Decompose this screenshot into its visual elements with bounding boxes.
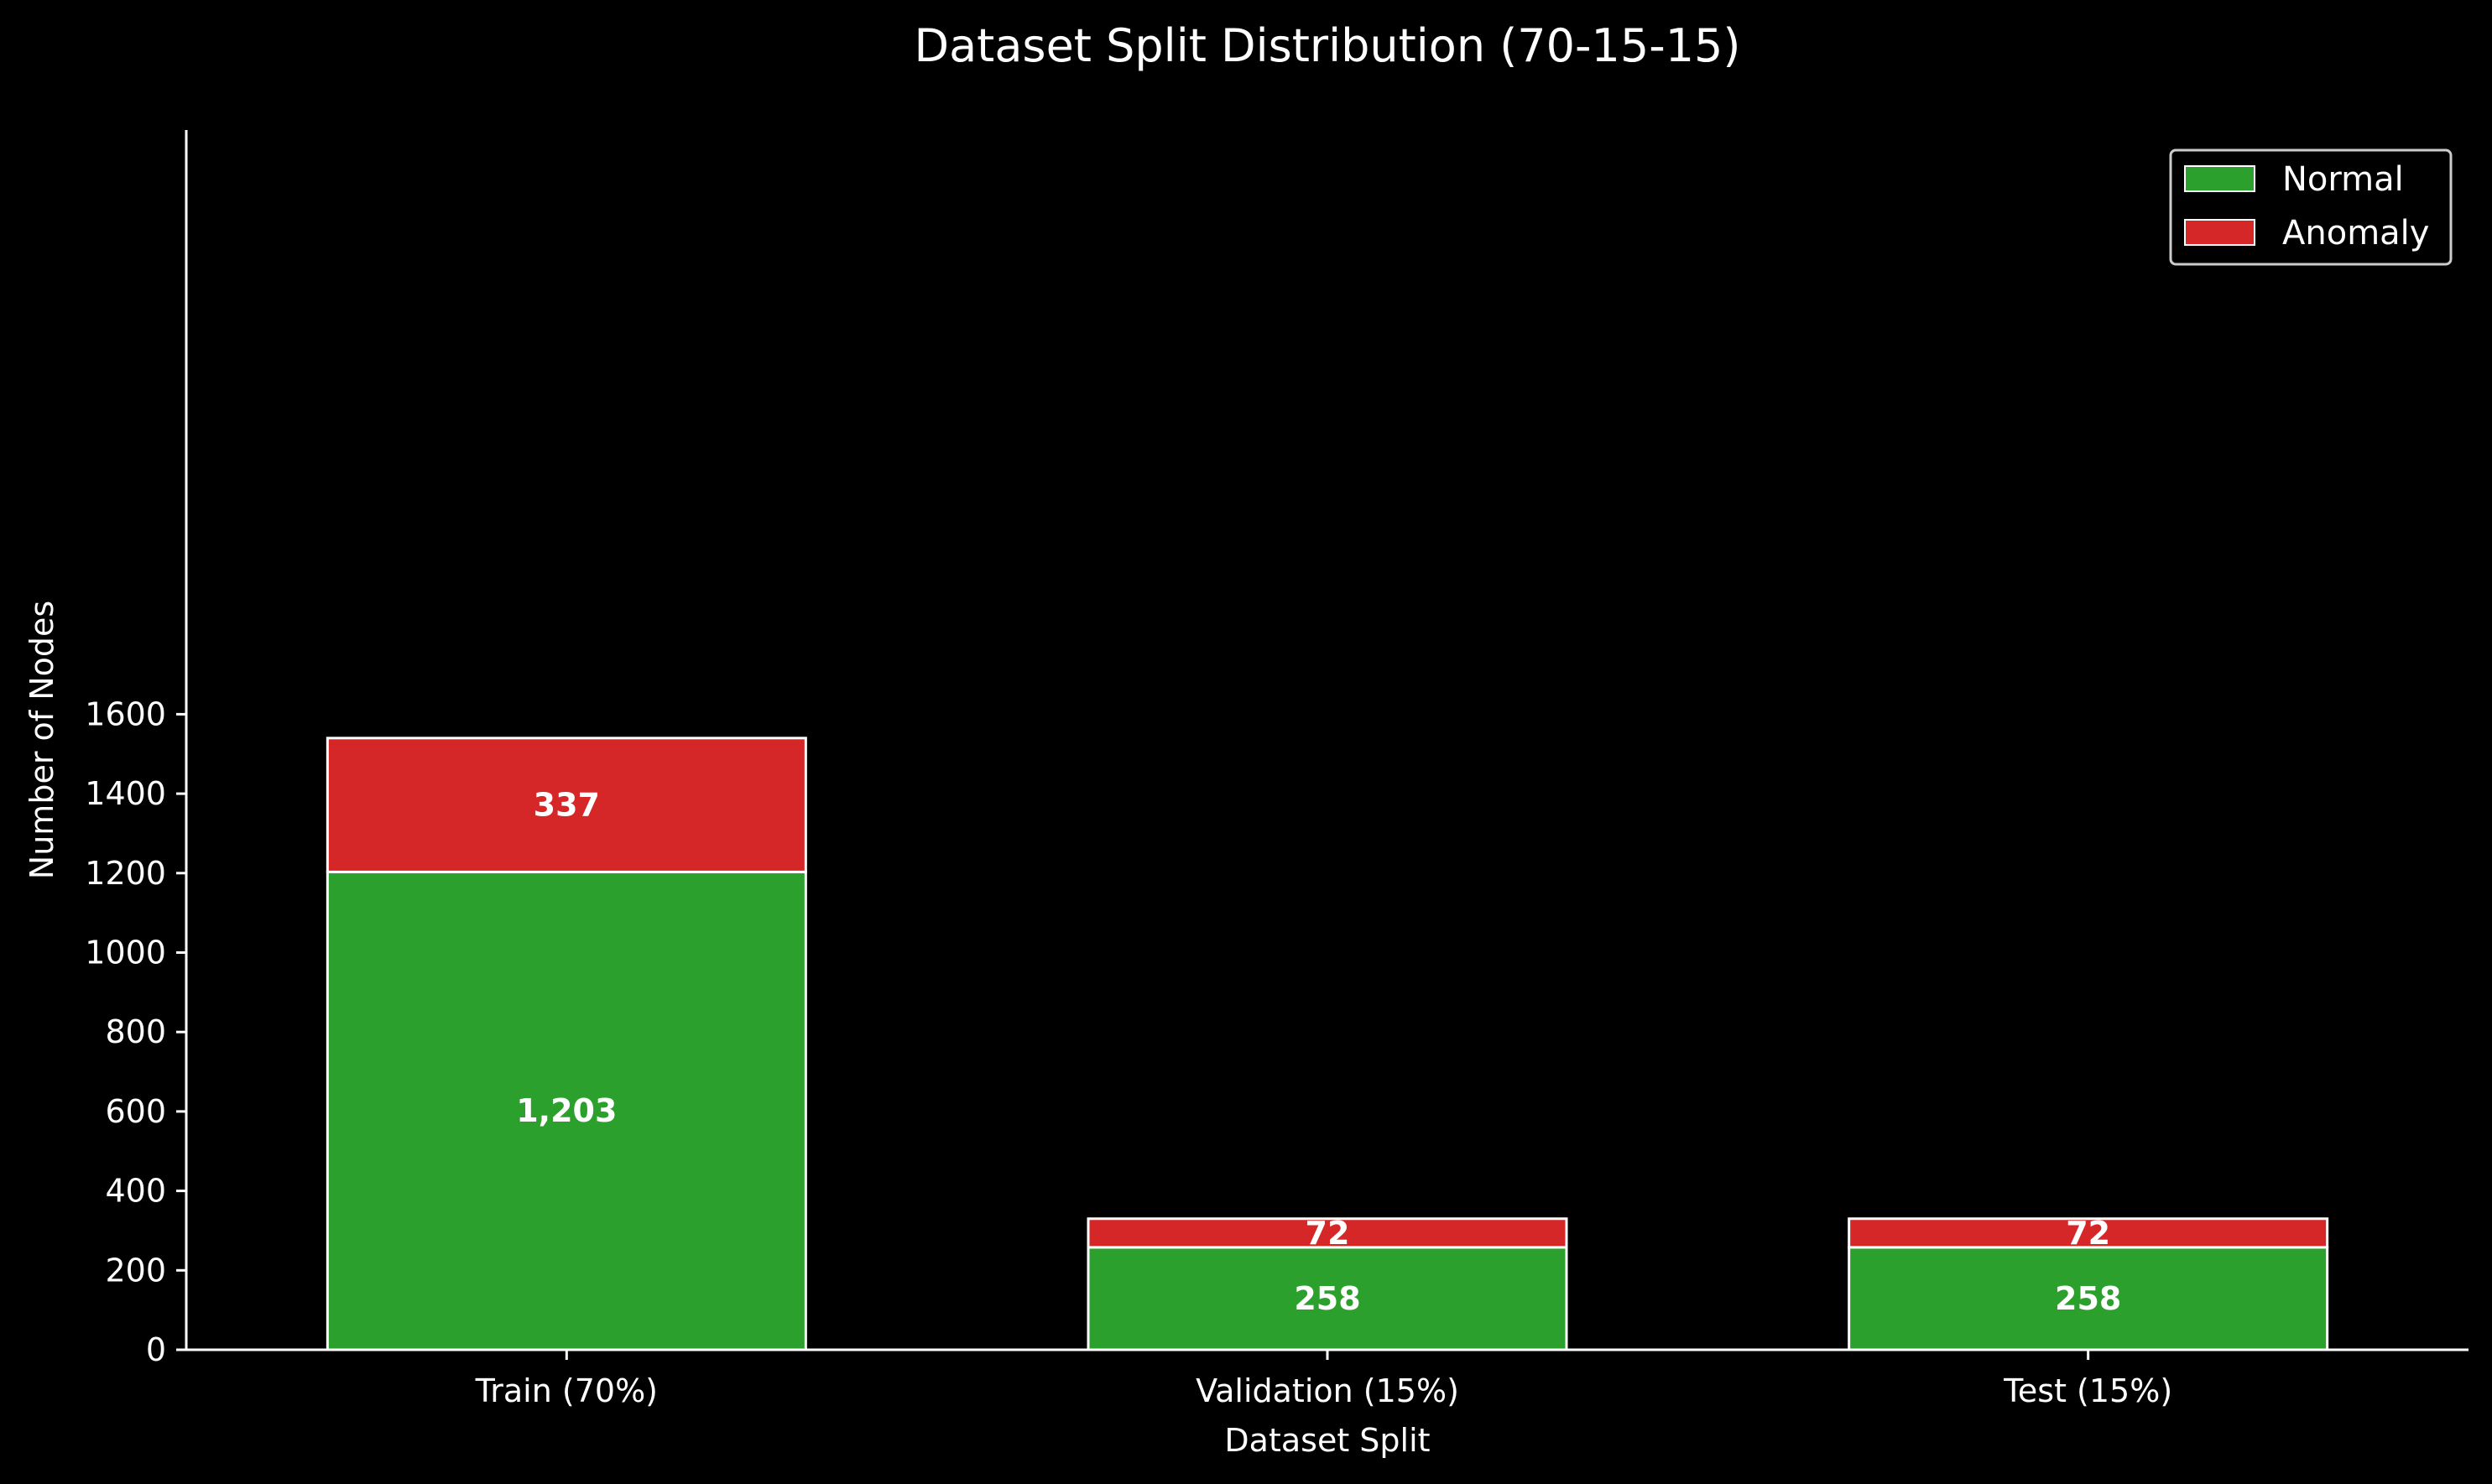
bars-group: [326, 737, 2329, 1351]
chart-title: Dataset Split Distribution (70-15-15): [915, 19, 1741, 72]
bar-anomaly-0: [326, 737, 807, 873]
y-tick-label-1: 200: [105, 1252, 166, 1289]
x-tick-label-1: Validation (15%): [1196, 1372, 1459, 1409]
y-tick-label-3: 600: [105, 1093, 166, 1130]
legend: Normal Anomaly: [2169, 148, 2453, 266]
y-axis-title: Number of Nodes: [23, 601, 60, 879]
bar-normal-0: [326, 870, 807, 1351]
y-ticks-group: 0 200 400 600 800 1000 1200 1400 1600: [85, 695, 186, 1368]
x-tick-label-0: Train (70%): [475, 1372, 658, 1409]
legend-swatch-normal: [2184, 165, 2255, 192]
bar-normal-1: [1087, 1246, 1568, 1351]
bar-value-label-normal-0: 1,203: [516, 1092, 617, 1129]
x-ticks-group: Train (70%) Validation (15%) Test (15%): [475, 1350, 2172, 1409]
legend-swatch-anomaly: [2184, 219, 2255, 246]
bar-value-label-anomaly-2: 72: [2066, 1215, 2110, 1252]
y-tick-label-4: 800: [105, 1013, 166, 1050]
bar-value-label-anomaly-0: 337: [534, 787, 600, 824]
bar-value-label-normal-2: 258: [2055, 1280, 2121, 1317]
y-tick-label-5: 1000: [85, 935, 166, 971]
legend-label-anomaly: Anomaly: [2282, 214, 2429, 253]
x-axis-title: Dataset Split: [1224, 1422, 1430, 1459]
y-tick-label-7: 1400: [85, 775, 166, 812]
bar-value-label-anomaly-1: 72: [1306, 1215, 1350, 1252]
y-tick-label-8: 1600: [85, 695, 166, 732]
y-tick-label-2: 400: [105, 1173, 166, 1210]
y-tick-label-0: 0: [146, 1331, 166, 1368]
bar-anomaly-2: [1848, 1217, 2329, 1249]
bar-value-label-normal-1: 258: [1294, 1280, 1360, 1317]
bar-anomaly-1: [1087, 1217, 1568, 1249]
y-tick-label-6: 1200: [85, 855, 166, 892]
bar-labels-group: 1,203 337 258 72 258 72: [516, 787, 2121, 1317]
legend-label-normal: Normal: [2282, 160, 2404, 199]
x-tick-label-2: Test (15%): [2003, 1372, 2172, 1409]
